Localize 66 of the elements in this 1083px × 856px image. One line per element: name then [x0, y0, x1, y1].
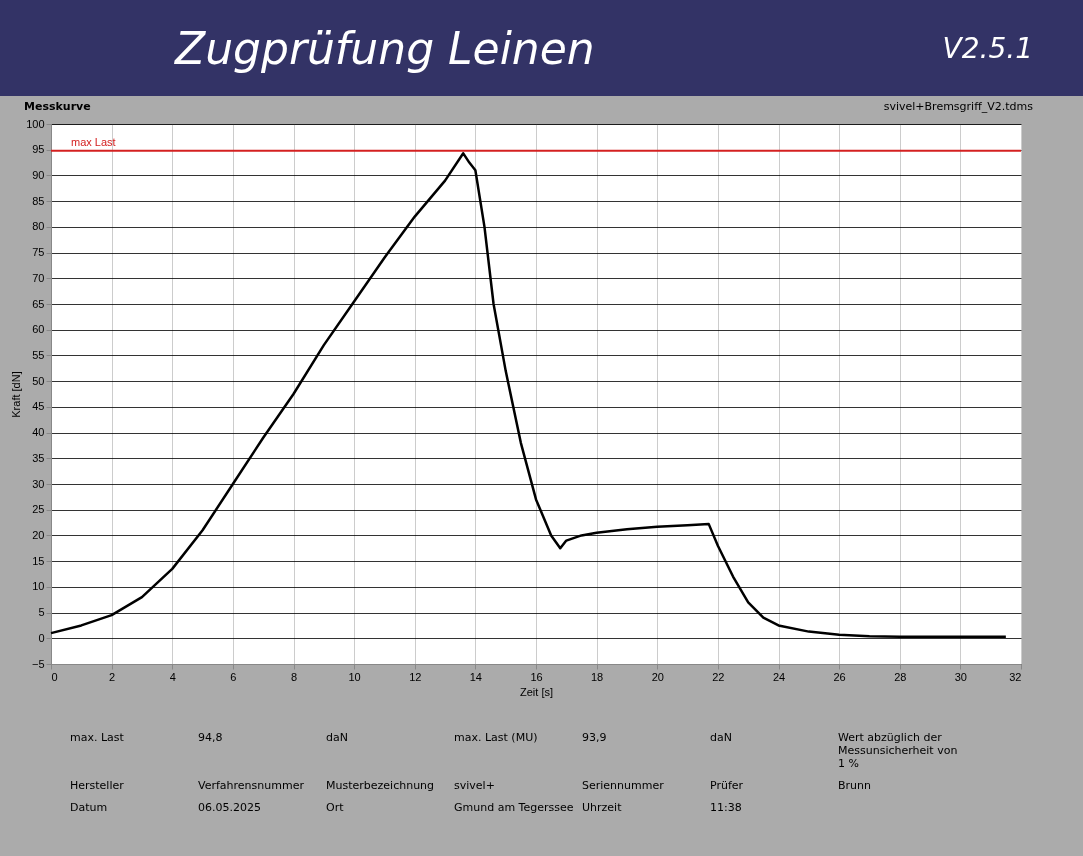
y-tick-label: 30	[32, 477, 45, 490]
text: Hersteller	[70, 779, 125, 792]
text: Wert abzüglich der Messunsicherheit von 1 %	[838, 731, 958, 770]
text: Gmund am Tegerssee	[454, 801, 574, 814]
text: daN	[710, 731, 733, 746]
x-tick-label: 14	[469, 670, 482, 683]
x-tick-label: 28	[894, 670, 907, 683]
x-tick-label: 0	[51, 670, 58, 683]
x-tick-label: 4	[169, 670, 176, 683]
y-tick-label: 35	[32, 451, 45, 464]
text: daN	[326, 731, 349, 746]
y-tick-label: 0	[38, 631, 45, 644]
x-tick-label: 10	[348, 670, 361, 683]
y-tick-label: 50	[32, 374, 45, 387]
y-tick-label: 10	[32, 580, 45, 593]
x-axis-title: Zeit [s]	[519, 685, 554, 698]
x-tick-label: 26	[833, 670, 846, 683]
y-tick-label: 60	[32, 323, 45, 336]
text: V2.5.1	[942, 31, 1033, 65]
y-tick-label: 65	[32, 297, 45, 310]
y-tick-label: 55	[32, 348, 45, 361]
x-tick-label: 24	[772, 670, 786, 683]
y-tick-label: −5	[31, 657, 45, 670]
text: Verfahrensnummer	[198, 779, 305, 792]
y-tick-label: 70	[32, 271, 45, 284]
y-tick-label: 90	[32, 168, 45, 181]
y-tick-label: 40	[32, 426, 45, 439]
text: Seriennummer	[582, 779, 665, 792]
y-tick-label: 85	[32, 194, 45, 207]
text: Uhrzeit	[582, 801, 623, 814]
x-tick-label: 2	[109, 670, 116, 683]
x-tick-label: 32	[1009, 670, 1022, 683]
text: 94,8	[198, 731, 224, 746]
text: max. Last	[70, 731, 125, 746]
y-tick-label: 15	[32, 554, 45, 567]
chart-title: Zugprüfung Leinen	[175, 22, 595, 74]
y-tick-label: 5	[38, 606, 45, 619]
text: Musterbezeichnung	[326, 779, 436, 792]
text: Datum	[70, 801, 109, 814]
y-tick-label: 25	[32, 503, 45, 516]
x-tick-label: 6	[230, 670, 237, 683]
text: 11:38	[710, 801, 743, 814]
chart-subtitle: Messkurve	[24, 100, 91, 113]
y-axis-title: Kraft [dN]	[10, 371, 23, 418]
text: Ort	[326, 801, 345, 814]
y-tick-label: 100	[26, 117, 45, 130]
text: max. Last (MU)	[454, 731, 539, 746]
x-tick-label: 8	[290, 670, 298, 683]
y-tick-label: 45	[32, 400, 45, 413]
text: Brunn	[838, 779, 872, 792]
text: 06.05.2025	[198, 801, 262, 814]
x-tick-label: 30	[954, 670, 967, 683]
x-tick-label: 12	[409, 670, 422, 683]
text: Prüfer	[710, 779, 745, 792]
text: 93,9	[582, 731, 608, 746]
text: svivel+	[454, 779, 496, 792]
text: svivel+Bremsgriff_V2.tdms	[883, 100, 1033, 113]
y-tick-label: 80	[32, 220, 45, 233]
y-tick-label: 75	[32, 246, 45, 259]
x-tick-label: 16	[530, 670, 543, 683]
y-tick-label: 20	[32, 528, 45, 541]
x-tick-label: 18	[591, 670, 604, 683]
ref-line-label: max Last	[71, 135, 116, 148]
x-tick-label: 22	[712, 670, 725, 683]
x-tick-label: 20	[651, 670, 664, 683]
y-tick-label: 95	[32, 143, 45, 156]
